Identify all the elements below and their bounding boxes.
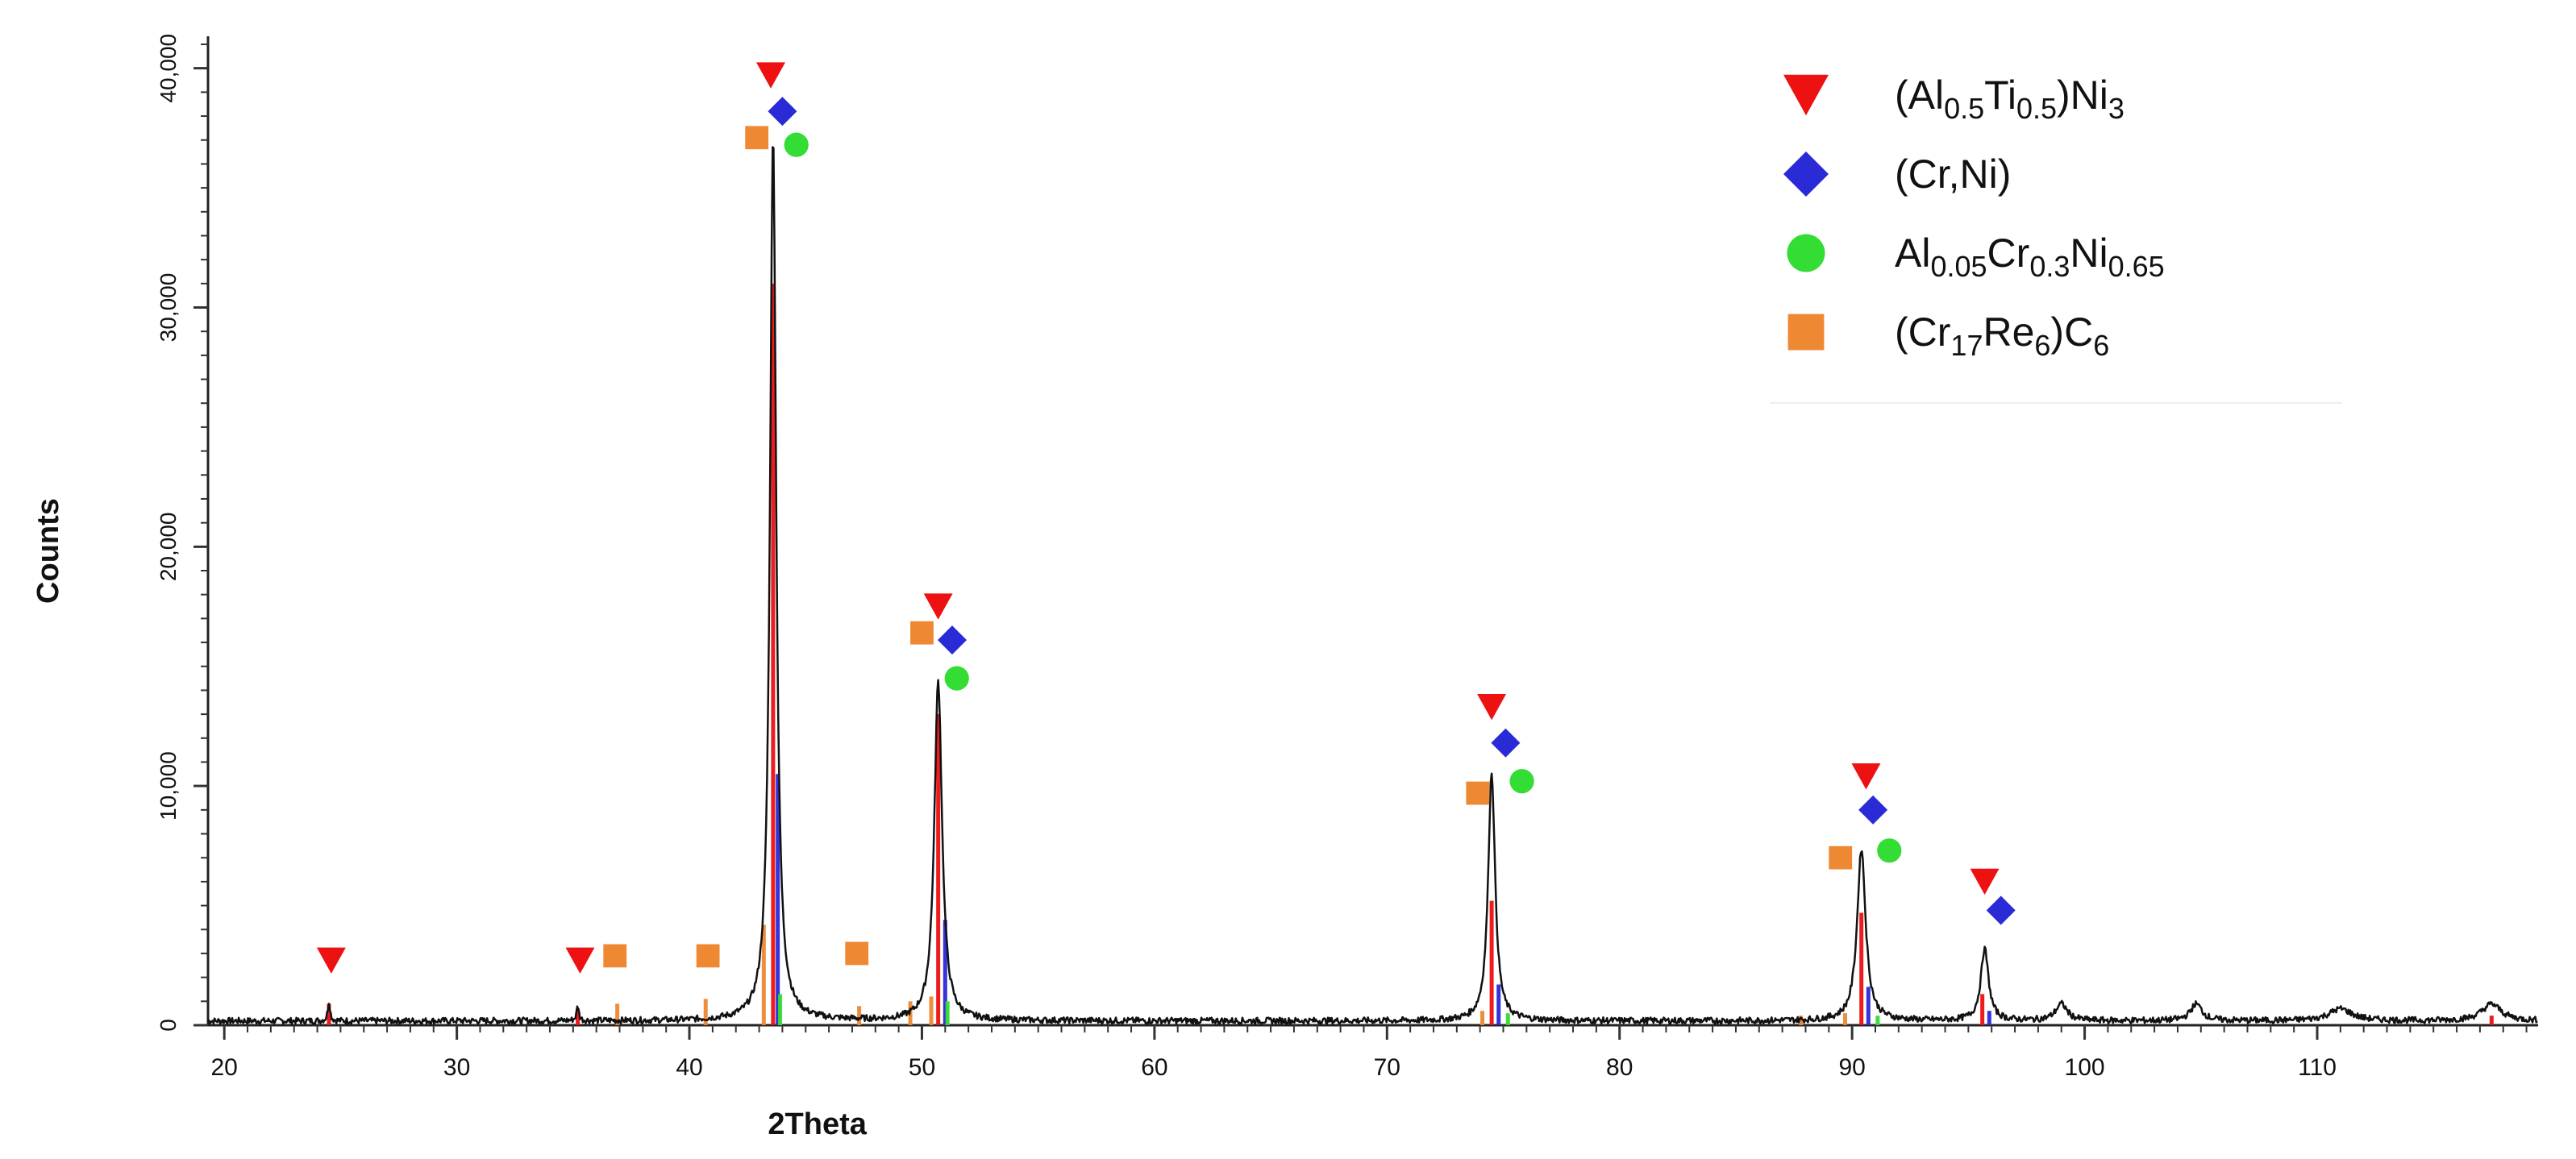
phase-marker-square: [745, 126, 769, 150]
x-tick-label: 20: [211, 1054, 238, 1081]
legend-label: Al0.05Cr0.3Ni0.65: [1895, 231, 2165, 283]
y-tick-label: 0: [156, 1019, 181, 1032]
x-tick-label: 110: [2298, 1054, 2337, 1081]
legend-subscript: 0.05: [1930, 250, 1987, 283]
legend-text: Cr: [1987, 231, 2030, 276]
y-tick-label: 40,000: [156, 34, 181, 103]
pattern-line: [207, 146, 2538, 1025]
legend-label: (Al0.5Ti0.5)Ni3: [1895, 73, 2124, 125]
legend-text: (Cr,Ni): [1895, 152, 2011, 197]
legend-subscript: 0.3: [2029, 250, 2070, 283]
legend-subscript: 17: [1950, 329, 1983, 362]
x-tick-label: 80: [1606, 1054, 1633, 1081]
x-tick-label: 100: [2065, 1054, 2105, 1081]
legend-label: (Cr,Ni): [1895, 152, 2011, 197]
phase-marker-triangle-down: [1851, 763, 1881, 790]
phase-marker-triangle-down: [565, 947, 595, 974]
legend-subscript: 0.5: [1944, 92, 1984, 125]
legend: (Al0.5Ti0.5)Ni3(Cr,Ni)Al0.05Cr0.3Ni0.65(…: [1770, 73, 2342, 404]
x-tick-label: 50: [909, 1054, 935, 1081]
legend-marker-square: [1787, 314, 1825, 351]
axes: 20 30 40 50 60 70 80 90 100 110 0 10,000 20,000 30,00…: [31, 34, 2538, 1141]
phase-marker-circle: [1877, 838, 1902, 863]
x-tick-label: 70: [1374, 1054, 1400, 1081]
legend-text: (Cr: [1895, 309, 1950, 355]
x-tick-label: 60: [1141, 1054, 1167, 1081]
legend-text: Al: [1895, 231, 1930, 276]
y-tick-label: 30,000: [156, 273, 181, 343]
phase-marker-square: [845, 941, 869, 966]
phase-marker-diamond: [1858, 795, 1888, 825]
legend-marker-diamond: [1783, 152, 1829, 197]
x-tick-label: 30: [443, 1054, 470, 1081]
legend-marker-circle: [1787, 234, 1825, 272]
x-tick-label: 90: [1838, 1054, 1865, 1081]
phase-marker-circle: [1509, 769, 1534, 794]
legend-subscript: 0.65: [2108, 250, 2165, 283]
phase-marker-diamond: [1986, 895, 2016, 925]
legend-text: )Ni: [2057, 73, 2108, 118]
legend-text: )C: [2050, 309, 2093, 355]
legend-subscript: 6: [2034, 329, 2050, 362]
legend-text: Ti: [1984, 73, 2016, 118]
phase-marker-diamond: [937, 625, 967, 655]
phase-marker-triangle-down: [316, 947, 346, 974]
phase-marker-square: [1829, 845, 1853, 870]
y-axis-title: Counts: [31, 498, 65, 604]
reference-sticks: [327, 283, 2494, 1025]
phase-markers: [316, 62, 2016, 974]
legend-subscript: 0.5: [2016, 92, 2057, 125]
phase-marker-triangle-down: [923, 593, 953, 620]
phase-marker-triangle-down: [755, 62, 785, 89]
legend-subscript: 6: [2093, 329, 2109, 362]
phase-marker-diamond: [768, 97, 797, 127]
phase-marker-square: [910, 621, 934, 645]
x-axis-title: 2Theta: [768, 1107, 867, 1141]
legend-text: (Al: [1895, 73, 1944, 118]
phase-marker-triangle-down: [1477, 694, 1507, 721]
phase-marker-square: [696, 944, 720, 968]
phase-marker-triangle-down: [1970, 868, 2000, 895]
phase-marker-square: [603, 944, 627, 968]
legend-subscript: 3: [2108, 92, 2124, 125]
legend-marker-triangle-down: [1783, 74, 1829, 116]
legend-text: Ni: [2070, 231, 2108, 276]
phase-marker-circle: [784, 132, 809, 157]
legend-label: (Cr17Re6)C6: [1895, 309, 2109, 362]
phase-marker-diamond: [1491, 728, 1521, 758]
legend-text: Re: [1983, 309, 2034, 355]
y-tick-label: 10,000: [156, 751, 181, 820]
diffraction-pattern: [207, 146, 2538, 1025]
y-tick-label: 20,000: [156, 513, 181, 582]
phase-marker-square: [1466, 781, 1490, 805]
x-tick-label: 40: [676, 1054, 702, 1081]
phase-marker-circle: [944, 666, 969, 691]
